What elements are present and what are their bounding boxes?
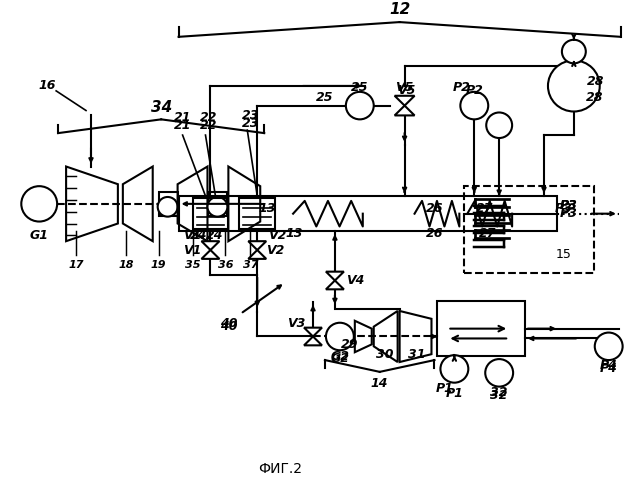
Text: 23: 23 [242,117,259,130]
Circle shape [208,197,228,216]
Circle shape [486,112,512,138]
Text: 24: 24 [206,229,223,242]
Polygon shape [248,241,266,250]
Text: P3: P3 [560,200,578,212]
Text: 17: 17 [69,260,84,270]
Text: P1: P1 [445,387,464,400]
Text: G1: G1 [30,229,48,242]
Text: P3: P3 [555,202,573,215]
Text: 36: 36 [218,260,233,270]
Circle shape [21,186,57,222]
Text: 13: 13 [286,227,303,240]
Text: 16: 16 [38,80,56,92]
Bar [437,301,525,356]
Text: 40: 40 [220,320,237,333]
Text: 37: 37 [243,260,258,270]
Bar [192,198,228,230]
Text: P2: P2 [452,82,470,94]
Text: 28: 28 [586,91,603,104]
Text: 15: 15 [556,248,572,262]
Text: V1: V1 [183,244,202,256]
Polygon shape [326,272,344,280]
Text: P3: P3 [560,200,578,212]
Circle shape [595,332,623,360]
Text: 30: 30 [376,348,393,360]
Text: G2: G2 [330,350,349,362]
Polygon shape [394,96,415,106]
Polygon shape [394,106,415,116]
Text: 19: 19 [151,260,167,270]
Text: 27: 27 [476,202,493,215]
Text: P4: P4 [600,362,618,376]
Text: V2: V2 [268,229,286,242]
Bar [159,192,177,216]
Text: P2: P2 [465,84,483,98]
Text: V5: V5 [398,84,416,98]
Text: P1: P1 [435,382,454,395]
Text: 22: 22 [200,111,217,124]
Text: V5: V5 [396,82,414,94]
Text: 34: 34 [150,100,172,115]
Circle shape [346,92,374,120]
Text: 26: 26 [426,227,443,240]
Polygon shape [326,280,344,289]
Text: P3: P3 [560,207,578,220]
Polygon shape [304,328,322,336]
Text: 25: 25 [351,82,369,94]
Text: 28: 28 [587,74,604,88]
Text: ФИГ.2: ФИГ.2 [258,462,302,476]
Text: G2: G2 [330,352,349,364]
Text: 13: 13 [259,202,276,215]
Text: V2: V2 [266,244,284,256]
Polygon shape [304,336,322,345]
Text: 23: 23 [242,109,259,122]
Circle shape [562,40,586,64]
Bar [464,186,594,272]
Bar [179,196,557,232]
Circle shape [440,355,469,382]
Circle shape [485,359,513,386]
Circle shape [158,197,177,216]
Text: 27: 27 [479,227,496,240]
Text: 21: 21 [174,119,191,132]
Text: 21: 21 [174,111,191,124]
Text: 24: 24 [190,229,208,242]
Bar [208,192,228,216]
Bar [239,198,275,230]
Text: 35: 35 [185,260,200,270]
Text: 32: 32 [491,389,508,402]
Text: 18: 18 [118,260,133,270]
Text: 25: 25 [316,91,334,104]
Text: 26: 26 [426,202,443,215]
Polygon shape [248,250,266,259]
Text: V4: V4 [345,274,364,287]
Circle shape [548,60,599,112]
Text: V1: V1 [183,229,202,242]
Circle shape [326,322,354,350]
Polygon shape [201,241,220,250]
Text: 14: 14 [371,377,389,390]
Text: 22: 22 [200,119,217,132]
Text: 40: 40 [220,317,237,330]
Text: 31: 31 [408,348,425,360]
Text: 32: 32 [491,386,508,399]
Circle shape [460,92,488,120]
Text: P4: P4 [600,360,618,372]
Text: 29: 29 [341,338,359,351]
Text: 12: 12 [389,2,410,17]
Polygon shape [201,250,220,259]
Text: V3: V3 [287,317,305,330]
